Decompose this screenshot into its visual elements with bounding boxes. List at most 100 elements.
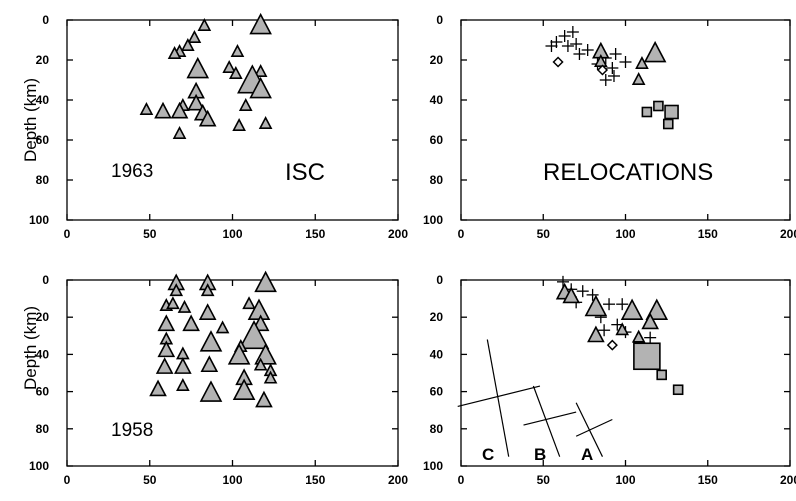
plus-marker: [545, 40, 558, 52]
square-marker: [656, 369, 667, 381]
triangle-marker: [177, 299, 192, 313]
plus-marker: [606, 62, 619, 74]
triangle-marker: [253, 64, 268, 77]
panel-label: ISC: [285, 159, 325, 186]
square-marker: [633, 342, 661, 371]
triangle-marker: [249, 12, 272, 35]
square-marker: [672, 384, 684, 396]
triangle-marker: [198, 303, 217, 320]
plus-marker: [573, 48, 586, 60]
y-tick-label: 60: [36, 385, 50, 399]
y-tick-label: 20: [36, 53, 50, 67]
triangle-marker: [176, 378, 190, 392]
y-tick-label: 100: [29, 459, 49, 473]
y-tick-label: 40: [430, 347, 444, 361]
triangle-marker: [222, 60, 237, 73]
plus-marker: [576, 285, 589, 298]
plot-frame: [66, 19, 399, 221]
panel-label: B: [534, 445, 546, 464]
triangle-marker: [174, 357, 192, 374]
triangle-marker: [170, 101, 189, 119]
triangle-marker: [253, 357, 268, 371]
x-tick-label: 0: [64, 227, 71, 241]
triangle-marker: [232, 378, 256, 401]
y-tick-label: 100: [423, 213, 443, 227]
triangle-marker: [182, 314, 200, 332]
triangle-marker: [615, 322, 630, 336]
triangle-marker: [187, 93, 205, 111]
y-tick-label: 40: [430, 93, 444, 107]
plus-marker: [616, 298, 629, 311]
plus-marker: [619, 56, 632, 68]
triangle-marker: [584, 294, 608, 317]
x-tick-label: 150: [305, 227, 325, 241]
panel-isc-1963: 0 50 100 150 200 0 20 40 60 80 100 1963 ISC: [29, 12, 408, 241]
triangle-marker: [232, 118, 246, 131]
y-tick-label: 100: [29, 213, 49, 227]
triangle-marker: [562, 286, 581, 304]
x-tick-label: 150: [698, 473, 718, 487]
triangle-marker: [645, 298, 669, 321]
triangle-marker: [169, 283, 184, 297]
diamond-marker: [606, 339, 618, 351]
triangle-marker: [263, 370, 278, 384]
square-marker: [641, 106, 653, 118]
triangle-marker: [200, 355, 219, 373]
y-tick-label: 20: [36, 310, 50, 324]
plus-marker: [603, 298, 616, 311]
panel-label: 1963: [111, 161, 153, 182]
triangle-marker: [149, 379, 167, 397]
panel-relocations-1963: 0 50 100 150 200 0 20 40 60 80 100 RELOCATIONS: [423, 13, 796, 241]
y-tick-label: 20: [430, 310, 444, 324]
triangle-marker: [155, 357, 174, 374]
plus-marker: [644, 331, 657, 344]
y-tick-label: 0: [436, 273, 443, 287]
y-tick-label: 60: [430, 385, 444, 399]
triangle-marker: [238, 98, 253, 111]
fault-line: [457, 385, 541, 408]
plus-marker: [566, 26, 579, 38]
triangle-marker: [157, 340, 176, 358]
x-tick-label: 50: [537, 473, 551, 487]
depth-axis-label-bottom: Depth (km): [21, 306, 40, 390]
panel-label: C: [482, 445, 494, 464]
square-marker: [664, 104, 679, 120]
triangle-marker: [139, 102, 154, 115]
x-tick-label: 200: [388, 473, 408, 487]
y-tick-label: 80: [36, 422, 50, 436]
triangle-marker: [258, 116, 273, 129]
triangle-marker: [199, 330, 223, 352]
fault-line: [523, 411, 577, 426]
triangle-marker: [172, 126, 187, 139]
triangle-marker: [228, 66, 243, 79]
y-tick-label: 20: [430, 53, 444, 67]
triangle-marker: [187, 30, 202, 43]
x-tick-label: 50: [143, 227, 157, 241]
x-tick-label: 100: [615, 473, 635, 487]
triangle-marker: [249, 76, 272, 99]
plus-marker: [599, 74, 612, 86]
x-tick-label: 0: [458, 227, 465, 241]
x-tick-label: 100: [222, 227, 242, 241]
triangle-marker: [176, 346, 190, 360]
plus-marker: [586, 288, 599, 301]
plot-frame: [460, 19, 791, 221]
triangle-marker: [238, 319, 270, 350]
panel-isc-1958: 0 50 100 150 200 0 20 40 60 80 100 1958: [29, 270, 408, 487]
triangle-marker: [242, 296, 256, 310]
x-tick-label: 200: [780, 227, 796, 241]
plus-marker: [556, 275, 569, 288]
y-tick-label: 0: [436, 13, 443, 27]
panel-label: 1958: [111, 420, 153, 441]
triangle-marker: [186, 56, 210, 79]
x-tick-label: 0: [458, 473, 465, 487]
triangle-marker: [643, 40, 667, 63]
x-tick-label: 100: [222, 473, 242, 487]
triangle-marker: [197, 18, 212, 31]
plus-marker: [581, 44, 594, 56]
diamond-marker: [596, 64, 609, 76]
triangle-marker: [641, 312, 660, 330]
square-marker: [653, 100, 664, 112]
x-tick-label: 200: [780, 473, 796, 487]
